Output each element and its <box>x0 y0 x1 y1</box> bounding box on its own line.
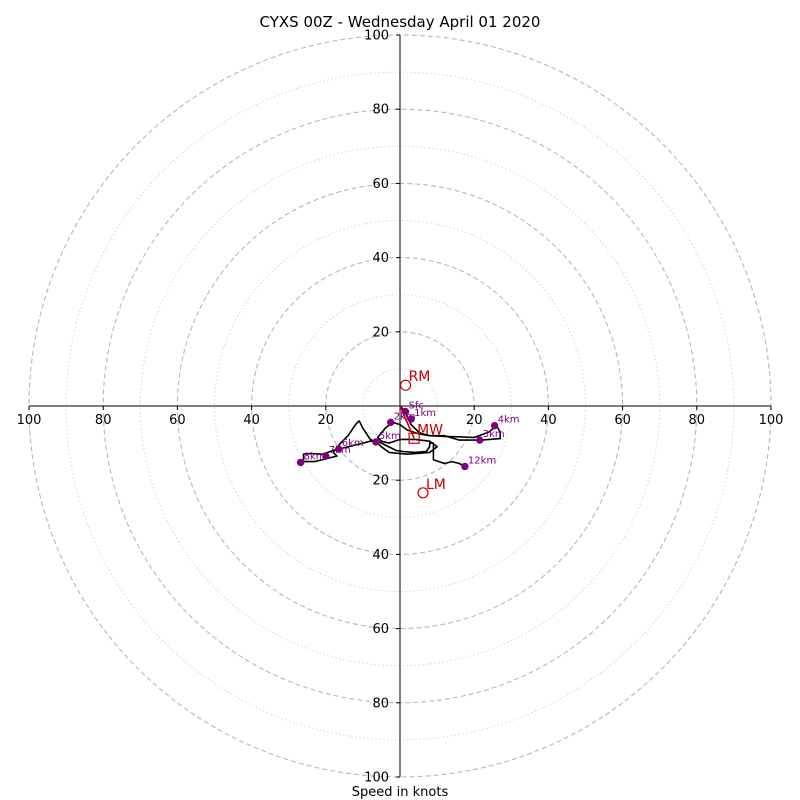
y-tick-label: 40 <box>372 251 389 266</box>
hodograph-trace <box>302 405 502 468</box>
x-tick-label: 40 <box>243 413 260 428</box>
y-tick-label: 60 <box>372 177 389 192</box>
x-tick-label: 40 <box>540 413 557 428</box>
storm-motion-markers: RM MW LM <box>399 369 446 499</box>
hodograph-line <box>302 405 502 468</box>
storm-motion-lm-marker <box>417 487 429 499</box>
x-tick-label: 20 <box>466 413 483 428</box>
x-tick-label: 60 <box>169 413 186 428</box>
y-tick-label: 20 <box>372 474 389 489</box>
height-marker <box>401 407 410 416</box>
storm-motion-rm-label: RM <box>409 369 431 385</box>
height-label: 12km <box>468 455 496 466</box>
height-marker <box>490 421 499 430</box>
height-marker <box>387 418 395 427</box>
y-tick-label: 80 <box>372 696 389 711</box>
height-label: Sfc <box>409 401 424 412</box>
height-label: 5km <box>379 431 401 442</box>
height-marker <box>476 436 484 444</box>
height-label: 4km <box>498 415 520 426</box>
height-marker <box>461 462 469 471</box>
tick-labels: 100 80 60 40 20 20 40 60 80 100 100 80 60 40 20 20 40 60 8… <box>17 29 784 786</box>
storm-motion-lm-label: LM <box>426 477 446 493</box>
storm-motion-mw-label: MW <box>417 422 443 438</box>
x-tick-label: 100 <box>759 413 784 428</box>
storm-motion-rm-marker <box>399 379 412 391</box>
height-marker <box>322 452 330 460</box>
y-tick-label: 40 <box>372 548 389 563</box>
height-label: 3km <box>483 429 505 440</box>
y-tick-label: 100 <box>364 771 389 786</box>
height-label: 6km <box>342 438 364 449</box>
y-tick-label: 60 <box>372 622 389 637</box>
storm-motion-mw-marker <box>408 432 420 444</box>
x-tick-label: 100 <box>17 413 42 428</box>
height-label: 7km <box>329 445 351 456</box>
height-label: 1km <box>414 408 436 419</box>
height-marker <box>296 458 305 467</box>
height-label: 2km <box>394 411 416 422</box>
height-marker <box>407 415 415 423</box>
height-marker <box>335 445 343 453</box>
y-tick-label: 100 <box>364 29 389 44</box>
y-tick-label: 80 <box>372 103 389 118</box>
height-marker <box>372 438 380 446</box>
x-tick-label: 20 <box>318 413 335 428</box>
x-tick-label: 80 <box>689 413 706 428</box>
chart-title: CYXS 00Z - Wednesday April 01 2020 <box>260 13 541 31</box>
y-tick-label: 20 <box>372 325 389 340</box>
x-tick-label: 80 <box>95 413 112 428</box>
height-label: 8km <box>304 451 326 462</box>
x-tick-label: 60 <box>614 413 631 428</box>
x-axis-label: Speed in knots <box>352 785 449 800</box>
